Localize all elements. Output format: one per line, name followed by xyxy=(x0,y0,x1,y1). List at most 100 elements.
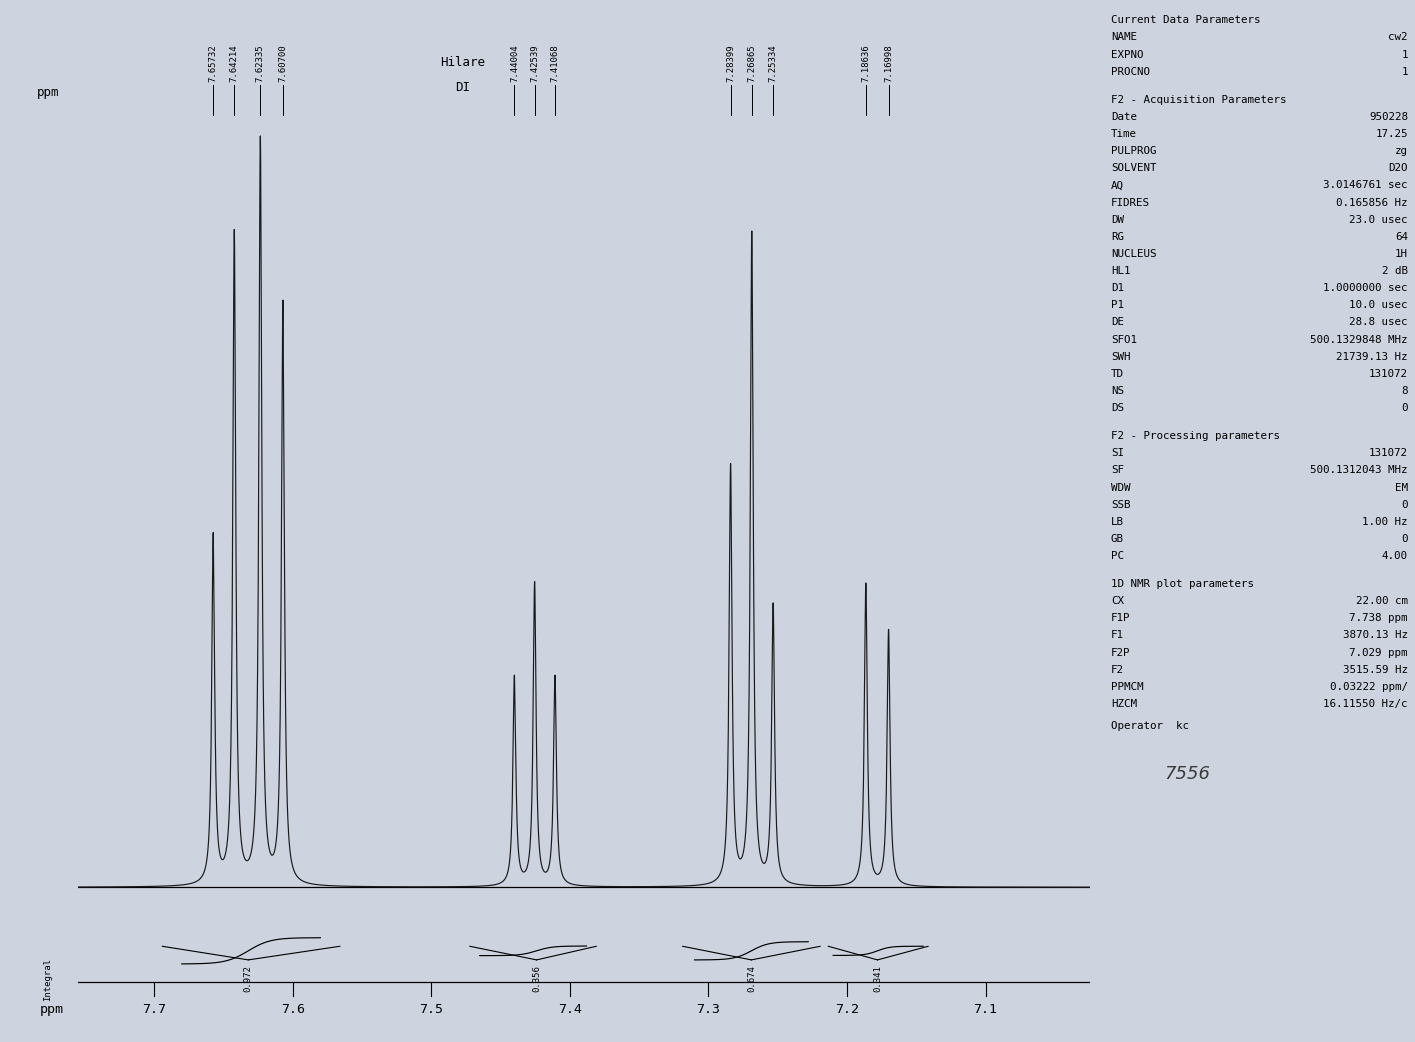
Text: 7.62335: 7.62335 xyxy=(256,45,265,82)
Text: 7.4: 7.4 xyxy=(558,1003,582,1016)
Text: 1: 1 xyxy=(1401,67,1408,77)
Text: 7.26865: 7.26865 xyxy=(747,45,756,82)
Text: 1H: 1H xyxy=(1395,249,1408,258)
Text: SSB: SSB xyxy=(1111,500,1131,510)
Text: 7.738 ppm: 7.738 ppm xyxy=(1350,614,1408,623)
Text: 131072: 131072 xyxy=(1368,448,1408,458)
Text: 23.0 usec: 23.0 usec xyxy=(1350,215,1408,225)
Text: LB: LB xyxy=(1111,517,1124,527)
Text: DE: DE xyxy=(1111,318,1124,327)
Text: ppm: ppm xyxy=(37,85,59,99)
Text: CX: CX xyxy=(1111,596,1124,606)
Text: PC: PC xyxy=(1111,551,1124,561)
Text: zg: zg xyxy=(1395,146,1408,156)
Text: 0: 0 xyxy=(1401,403,1408,414)
Text: 7.6: 7.6 xyxy=(280,1003,304,1016)
Text: 0.674: 0.674 xyxy=(747,965,756,992)
Text: 2 dB: 2 dB xyxy=(1382,266,1408,276)
Text: PPMCM: PPMCM xyxy=(1111,681,1143,692)
Text: F1: F1 xyxy=(1111,630,1124,641)
Text: 7.1: 7.1 xyxy=(974,1003,998,1016)
Text: 0.972: 0.972 xyxy=(243,965,253,992)
Text: F1P: F1P xyxy=(1111,614,1131,623)
Text: 7.7: 7.7 xyxy=(142,1003,166,1016)
Text: 7556: 7556 xyxy=(1165,765,1210,784)
Text: HZCM: HZCM xyxy=(1111,699,1136,709)
Text: NS: NS xyxy=(1111,386,1124,396)
Text: ppm: ppm xyxy=(40,1003,64,1016)
Text: SI: SI xyxy=(1111,448,1124,458)
Text: EM: EM xyxy=(1395,482,1408,493)
Text: F2 - Acquisition Parameters: F2 - Acquisition Parameters xyxy=(1111,95,1286,104)
Text: Date: Date xyxy=(1111,111,1136,122)
Text: F2: F2 xyxy=(1111,665,1124,675)
Text: P1: P1 xyxy=(1111,300,1124,311)
Text: EXPNO: EXPNO xyxy=(1111,50,1143,59)
Text: 17.25: 17.25 xyxy=(1375,129,1408,139)
Text: 500.1312043 MHz: 500.1312043 MHz xyxy=(1310,466,1408,475)
Text: D2O: D2O xyxy=(1388,164,1408,173)
Text: 7.25334: 7.25334 xyxy=(768,45,778,82)
Text: SFO1: SFO1 xyxy=(1111,334,1136,345)
Text: 7.18636: 7.18636 xyxy=(862,45,870,82)
Text: HL1: HL1 xyxy=(1111,266,1131,276)
Text: 7.41068: 7.41068 xyxy=(550,45,559,82)
Text: 10.0 usec: 10.0 usec xyxy=(1350,300,1408,311)
Text: cw2: cw2 xyxy=(1388,32,1408,43)
Text: RG: RG xyxy=(1111,231,1124,242)
Text: 7.3: 7.3 xyxy=(696,1003,720,1016)
Text: 1: 1 xyxy=(1401,50,1408,59)
Text: 0.356: 0.356 xyxy=(532,965,541,992)
Text: 16.11550 Hz/c: 16.11550 Hz/c xyxy=(1323,699,1408,709)
Text: 7.44004: 7.44004 xyxy=(509,45,519,82)
Text: 1D NMR plot parameters: 1D NMR plot parameters xyxy=(1111,579,1254,589)
Text: DS: DS xyxy=(1111,403,1124,414)
Text: Hilare: Hilare xyxy=(440,55,485,69)
Text: 7.28399: 7.28399 xyxy=(726,45,736,82)
Text: DI: DI xyxy=(454,81,470,95)
Text: DW: DW xyxy=(1111,215,1124,225)
Text: 7.60700: 7.60700 xyxy=(279,45,287,82)
Text: D1: D1 xyxy=(1111,283,1124,293)
Text: 3515.59 Hz: 3515.59 Hz xyxy=(1343,665,1408,675)
Text: 0: 0 xyxy=(1401,500,1408,510)
Text: PULPROG: PULPROG xyxy=(1111,146,1156,156)
Text: 7.65732: 7.65732 xyxy=(209,45,218,82)
Text: 28.8 usec: 28.8 usec xyxy=(1350,318,1408,327)
Text: 3870.13 Hz: 3870.13 Hz xyxy=(1343,630,1408,641)
Text: 1.0000000 sec: 1.0000000 sec xyxy=(1323,283,1408,293)
Text: 7.42539: 7.42539 xyxy=(531,45,539,82)
Text: NAME: NAME xyxy=(1111,32,1136,43)
Text: GB: GB xyxy=(1111,534,1124,544)
Text: AQ: AQ xyxy=(1111,180,1124,191)
Text: 500.1329848 MHz: 500.1329848 MHz xyxy=(1310,334,1408,345)
Text: 3.0146761 sec: 3.0146761 sec xyxy=(1323,180,1408,191)
Text: TD: TD xyxy=(1111,369,1124,379)
Text: 7.029 ppm: 7.029 ppm xyxy=(1350,647,1408,658)
Text: Integral: Integral xyxy=(44,958,52,1001)
Text: 64: 64 xyxy=(1395,231,1408,242)
Text: 0: 0 xyxy=(1401,534,1408,544)
Text: 7.64214: 7.64214 xyxy=(229,45,239,82)
Text: 0.341: 0.341 xyxy=(873,965,882,992)
Text: NUCLEUS: NUCLEUS xyxy=(1111,249,1156,258)
Text: SOLVENT: SOLVENT xyxy=(1111,164,1156,173)
Text: WDW: WDW xyxy=(1111,482,1131,493)
Text: 7.5: 7.5 xyxy=(419,1003,443,1016)
Text: SWH: SWH xyxy=(1111,352,1131,362)
Text: Time: Time xyxy=(1111,129,1136,139)
Text: SF: SF xyxy=(1111,466,1124,475)
Text: 22.00 cm: 22.00 cm xyxy=(1356,596,1408,606)
Text: FIDRES: FIDRES xyxy=(1111,198,1150,207)
Text: 950228: 950228 xyxy=(1368,111,1408,122)
Text: 0.165856 Hz: 0.165856 Hz xyxy=(1336,198,1408,207)
Text: Operator  kc: Operator kc xyxy=(1111,721,1189,731)
Text: 0.03222 ppm/: 0.03222 ppm/ xyxy=(1330,681,1408,692)
Text: 7.2: 7.2 xyxy=(835,1003,859,1016)
Text: Current Data Parameters: Current Data Parameters xyxy=(1111,16,1261,25)
Text: F2 - Processing parameters: F2 - Processing parameters xyxy=(1111,431,1279,441)
Text: 4.00: 4.00 xyxy=(1382,551,1408,561)
Text: 8: 8 xyxy=(1401,386,1408,396)
Text: 131072: 131072 xyxy=(1368,369,1408,379)
Text: 7.16998: 7.16998 xyxy=(884,45,893,82)
